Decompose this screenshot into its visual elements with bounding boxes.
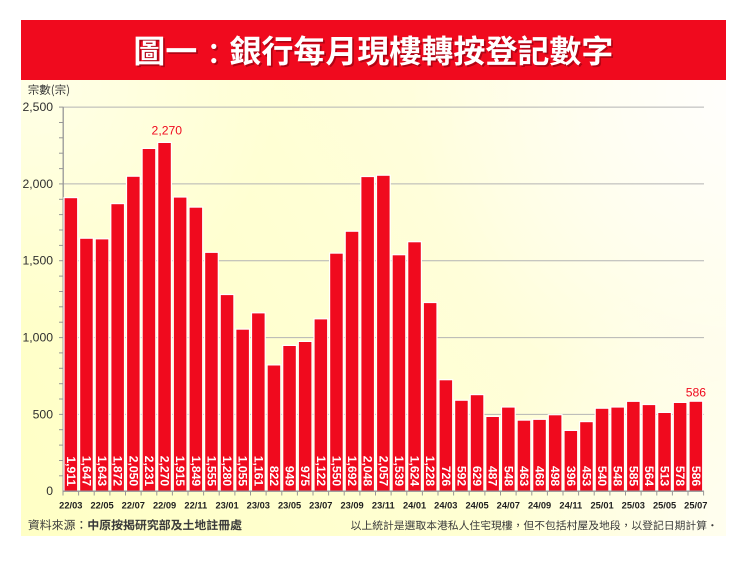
svg-text:629: 629 bbox=[470, 466, 484, 487]
svg-text:463: 463 bbox=[517, 466, 531, 487]
svg-text:2,231: 2,231 bbox=[142, 456, 156, 487]
svg-text:1,122: 1,122 bbox=[314, 456, 328, 487]
svg-text:500: 500 bbox=[33, 407, 54, 421]
svg-text:453: 453 bbox=[579, 466, 593, 487]
svg-text:1,055: 1,055 bbox=[236, 456, 250, 487]
svg-text:1,000: 1,000 bbox=[23, 331, 54, 345]
svg-text:2,500: 2,500 bbox=[23, 100, 54, 114]
svg-text:24/03: 24/03 bbox=[434, 500, 457, 510]
svg-text:548: 548 bbox=[501, 466, 515, 487]
svg-text:2,000: 2,000 bbox=[23, 177, 54, 191]
svg-text:1,280: 1,280 bbox=[220, 456, 234, 487]
svg-text:1,915: 1,915 bbox=[173, 456, 187, 487]
svg-text:586: 586 bbox=[686, 386, 707, 400]
svg-text:1,872: 1,872 bbox=[111, 456, 125, 487]
svg-text:1,550: 1,550 bbox=[329, 456, 343, 487]
svg-text:592: 592 bbox=[454, 466, 468, 487]
svg-text:23/11: 23/11 bbox=[372, 500, 395, 510]
svg-text:540: 540 bbox=[595, 466, 609, 487]
svg-text:25/07: 25/07 bbox=[684, 500, 707, 510]
svg-text:468: 468 bbox=[533, 466, 547, 487]
svg-text:1,500: 1,500 bbox=[23, 254, 54, 268]
svg-text:23/03: 23/03 bbox=[247, 500, 270, 510]
svg-text:1,849: 1,849 bbox=[189, 456, 203, 487]
svg-text:2,270: 2,270 bbox=[152, 124, 183, 138]
svg-text:585: 585 bbox=[626, 466, 640, 487]
svg-text:24/07: 24/07 bbox=[497, 500, 520, 510]
svg-text:1,647: 1,647 bbox=[79, 456, 93, 487]
svg-text:564: 564 bbox=[642, 466, 656, 487]
svg-text:23/09: 23/09 bbox=[340, 500, 363, 510]
svg-text:949: 949 bbox=[283, 466, 297, 487]
svg-text:2,270: 2,270 bbox=[158, 456, 172, 487]
svg-text:1,624: 1,624 bbox=[408, 456, 422, 487]
svg-text:22/09: 22/09 bbox=[153, 500, 176, 510]
svg-text:0: 0 bbox=[46, 484, 53, 498]
svg-text:24/09: 24/09 bbox=[528, 500, 551, 510]
svg-text:24/05: 24/05 bbox=[465, 500, 488, 510]
svg-text:396: 396 bbox=[564, 466, 578, 487]
svg-text:22/05: 22/05 bbox=[90, 500, 113, 510]
svg-text:822: 822 bbox=[267, 466, 281, 487]
svg-text:578: 578 bbox=[673, 466, 687, 487]
svg-text:1,161: 1,161 bbox=[251, 456, 265, 487]
svg-text:1,643: 1,643 bbox=[95, 456, 109, 487]
svg-text:23/01: 23/01 bbox=[215, 500, 238, 510]
svg-text:1,692: 1,692 bbox=[345, 456, 359, 487]
svg-text:2,050: 2,050 bbox=[126, 456, 140, 487]
svg-text:25/01: 25/01 bbox=[590, 500, 613, 510]
svg-text:487: 487 bbox=[486, 466, 500, 487]
svg-text:513: 513 bbox=[658, 466, 672, 487]
svg-text:25/03: 25/03 bbox=[622, 500, 645, 510]
svg-text:975: 975 bbox=[298, 466, 312, 487]
svg-text:2,048: 2,048 bbox=[361, 456, 375, 487]
svg-text:1,555: 1,555 bbox=[204, 456, 218, 487]
svg-text:22/11: 22/11 bbox=[184, 500, 207, 510]
svg-text:548: 548 bbox=[611, 466, 625, 487]
svg-text:23/07: 23/07 bbox=[309, 500, 332, 510]
svg-text:24/11: 24/11 bbox=[559, 500, 582, 510]
svg-text:25/05: 25/05 bbox=[653, 500, 676, 510]
svg-text:586: 586 bbox=[689, 466, 703, 487]
svg-text:1,228: 1,228 bbox=[423, 456, 437, 487]
svg-text:2,057: 2,057 bbox=[376, 456, 390, 487]
svg-text:498: 498 bbox=[548, 466, 562, 487]
svg-text:22/03: 22/03 bbox=[59, 500, 82, 510]
svg-text:24/01: 24/01 bbox=[403, 500, 426, 510]
svg-text:23/05: 23/05 bbox=[278, 500, 301, 510]
svg-text:22/07: 22/07 bbox=[122, 500, 145, 510]
svg-text:726: 726 bbox=[439, 466, 453, 487]
svg-text:1,539: 1,539 bbox=[392, 456, 406, 487]
svg-text:1,911: 1,911 bbox=[64, 456, 78, 486]
